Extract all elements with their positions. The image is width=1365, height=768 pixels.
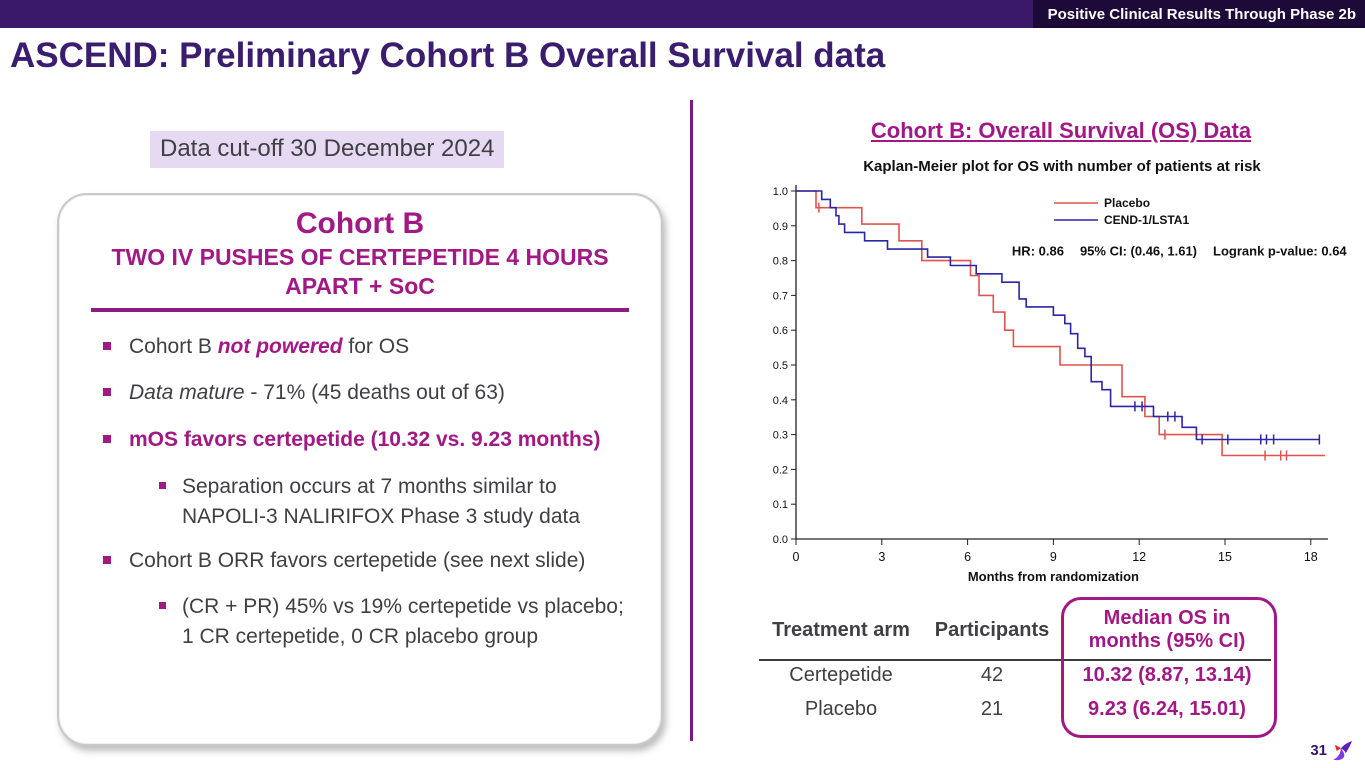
- svg-text:0.8: 0.8: [773, 256, 788, 268]
- bullet-item-mos-favors: mOS favors certepetide (10.32 vs. 9.23 m…: [103, 425, 633, 455]
- legend-label: CEND-1/LSTA1: [1104, 213, 1189, 227]
- svg-text:9: 9: [1050, 550, 1057, 564]
- svg-text:15: 15: [1218, 550, 1232, 564]
- cohort-b-info-card: Cohort B TWO IV PUSHES OF CERTEPETIDE 4 …: [57, 193, 663, 746]
- os-section-title: Cohort B: Overall Survival (OS) Data: [870, 118, 1252, 143]
- table-cell-median-2: 9.23 (6.24, 15.01): [1088, 697, 1246, 720]
- bullet-item-not-powered: Cohort B not powered for OS: [103, 332, 633, 362]
- svg-text:0.5: 0.5: [773, 360, 788, 372]
- bullet-marker: [159, 602, 166, 610]
- legend-label: Placebo: [1104, 196, 1150, 210]
- sub-bullet-cr-pr: (CR + PR) 45% vs 19% certepetide vs plac…: [159, 592, 633, 652]
- km-curve-placebo: [796, 190, 1326, 457]
- bullet-text: Data mature - 71% (45 deaths out of 63): [129, 381, 505, 405]
- svg-text:0.0: 0.0: [773, 534, 788, 546]
- banner-text: Positive Clinical Results Through Phase …: [1047, 5, 1356, 23]
- table-header-participants: Participants: [934, 618, 1050, 641]
- table-cell-arm-2: Placebo: [804, 697, 878, 720]
- bullet-item-orr-favors: Cohort B ORR favors certepetide (see nex…: [103, 546, 633, 576]
- card-subtitle: TWO IV PUSHES OF CERTEPETIDE 4 HOURS APA…: [111, 244, 609, 299]
- data-cutoff-highlight: Data cut-off 30 December 2024: [150, 131, 505, 168]
- km-chart-title: Kaplan-Meier plot for OS with number of …: [863, 158, 1261, 175]
- bullet-marker: [103, 435, 111, 444]
- svg-text:3: 3: [878, 550, 885, 564]
- table-cell-n-1: 42: [980, 663, 1004, 686]
- bullet-text: Separation occurs at 7 months similar to…: [182, 474, 581, 528]
- top-bar: Positive Clinical Results Through Phase …: [0, 0, 1365, 28]
- svg-text:0.6: 0.6: [773, 325, 788, 337]
- bullet-marker: [159, 481, 166, 489]
- page-number: 31: [1310, 742, 1327, 759]
- os-summary-table: Treatment arm Participants Median OS in …: [755, 597, 1277, 738]
- sub-bullet-separation: Separation occurs at 7 months similar to…: [159, 472, 633, 532]
- svg-text:0.9: 0.9: [773, 221, 788, 233]
- x-axis-label: Months from randomization: [968, 569, 1139, 584]
- svg-text:0.3: 0.3: [773, 430, 788, 442]
- hr-annotation: HR: 0.86 95% CI: (0.46, 1.61) Logrank p-va…: [1012, 244, 1348, 259]
- svg-text:0: 0: [793, 550, 800, 564]
- km-plot-svg: 0.0 0.1 0.2 0.3 0.4 0.5 0.6 0.7 0.8 0.9 1.0 0 3 6 9 12 1…: [773, 185, 1348, 584]
- bullet-text: Cohort B ORR favors certepetide (see nex…: [129, 548, 586, 572]
- table-cell-median-1: 10.32 (8.87, 13.14): [1082, 663, 1252, 686]
- page-title: ASCEND: Preliminary Cohort B Overall Sur…: [10, 36, 886, 75]
- svg-text:0.1: 0.1: [773, 499, 788, 511]
- vertical-divider: [690, 100, 693, 741]
- bullet-marker: [103, 388, 111, 397]
- table-header-rule: [759, 659, 1271, 661]
- svg-text:0.2: 0.2: [773, 464, 788, 476]
- bullet-list: Cohort B not powered for OS Data mature …: [59, 332, 661, 653]
- svg-text:6: 6: [964, 550, 971, 564]
- card-title: Cohort B: [295, 207, 425, 240]
- bullet-text: (CR + PR) 45% vs 19% certepetide vs plac…: [182, 595, 624, 649]
- bullet-marker: [103, 341, 111, 350]
- top-bar-banner: Positive Clinical Results Through Phase …: [1033, 0, 1365, 28]
- svg-text:12: 12: [1132, 550, 1146, 564]
- svg-text:1.0: 1.0: [773, 186, 788, 198]
- svg-text:0.7: 0.7: [773, 290, 788, 302]
- table-cell-arm-1: Certepetide: [789, 663, 893, 686]
- svg-text:18: 18: [1304, 550, 1318, 564]
- table-cell-n-2: 21: [980, 697, 1004, 720]
- km-curve-cend-1-lsta1: [796, 190, 1320, 441]
- bullet-item-data-mature: Data mature - 71% (45 deaths out of 63): [103, 378, 633, 408]
- bullet-marker: [103, 555, 111, 564]
- hummingbird-logo-icon: [1333, 740, 1352, 761]
- table-header-median-os: Median OS in months (95% CI): [1088, 607, 1246, 652]
- card-divider-rule: [91, 307, 629, 312]
- bullet-text: mOS favors certepetide (10.32 vs. 9.23 m…: [129, 428, 601, 452]
- bullet-text: Cohort B not powered for OS: [129, 334, 410, 358]
- svg-text:0.4: 0.4: [773, 395, 788, 407]
- km-chart: Kaplan-Meier plot for OS with number of …: [762, 158, 1362, 589]
- table-header-treatment-arm: Treatment arm: [772, 618, 910, 641]
